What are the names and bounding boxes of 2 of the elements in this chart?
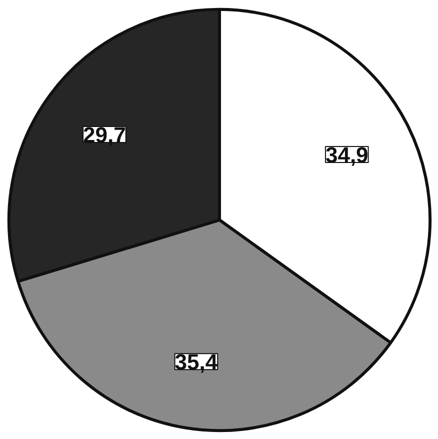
data-label: 29,7: [83, 122, 126, 148]
data-label: 34,9: [325, 142, 368, 168]
